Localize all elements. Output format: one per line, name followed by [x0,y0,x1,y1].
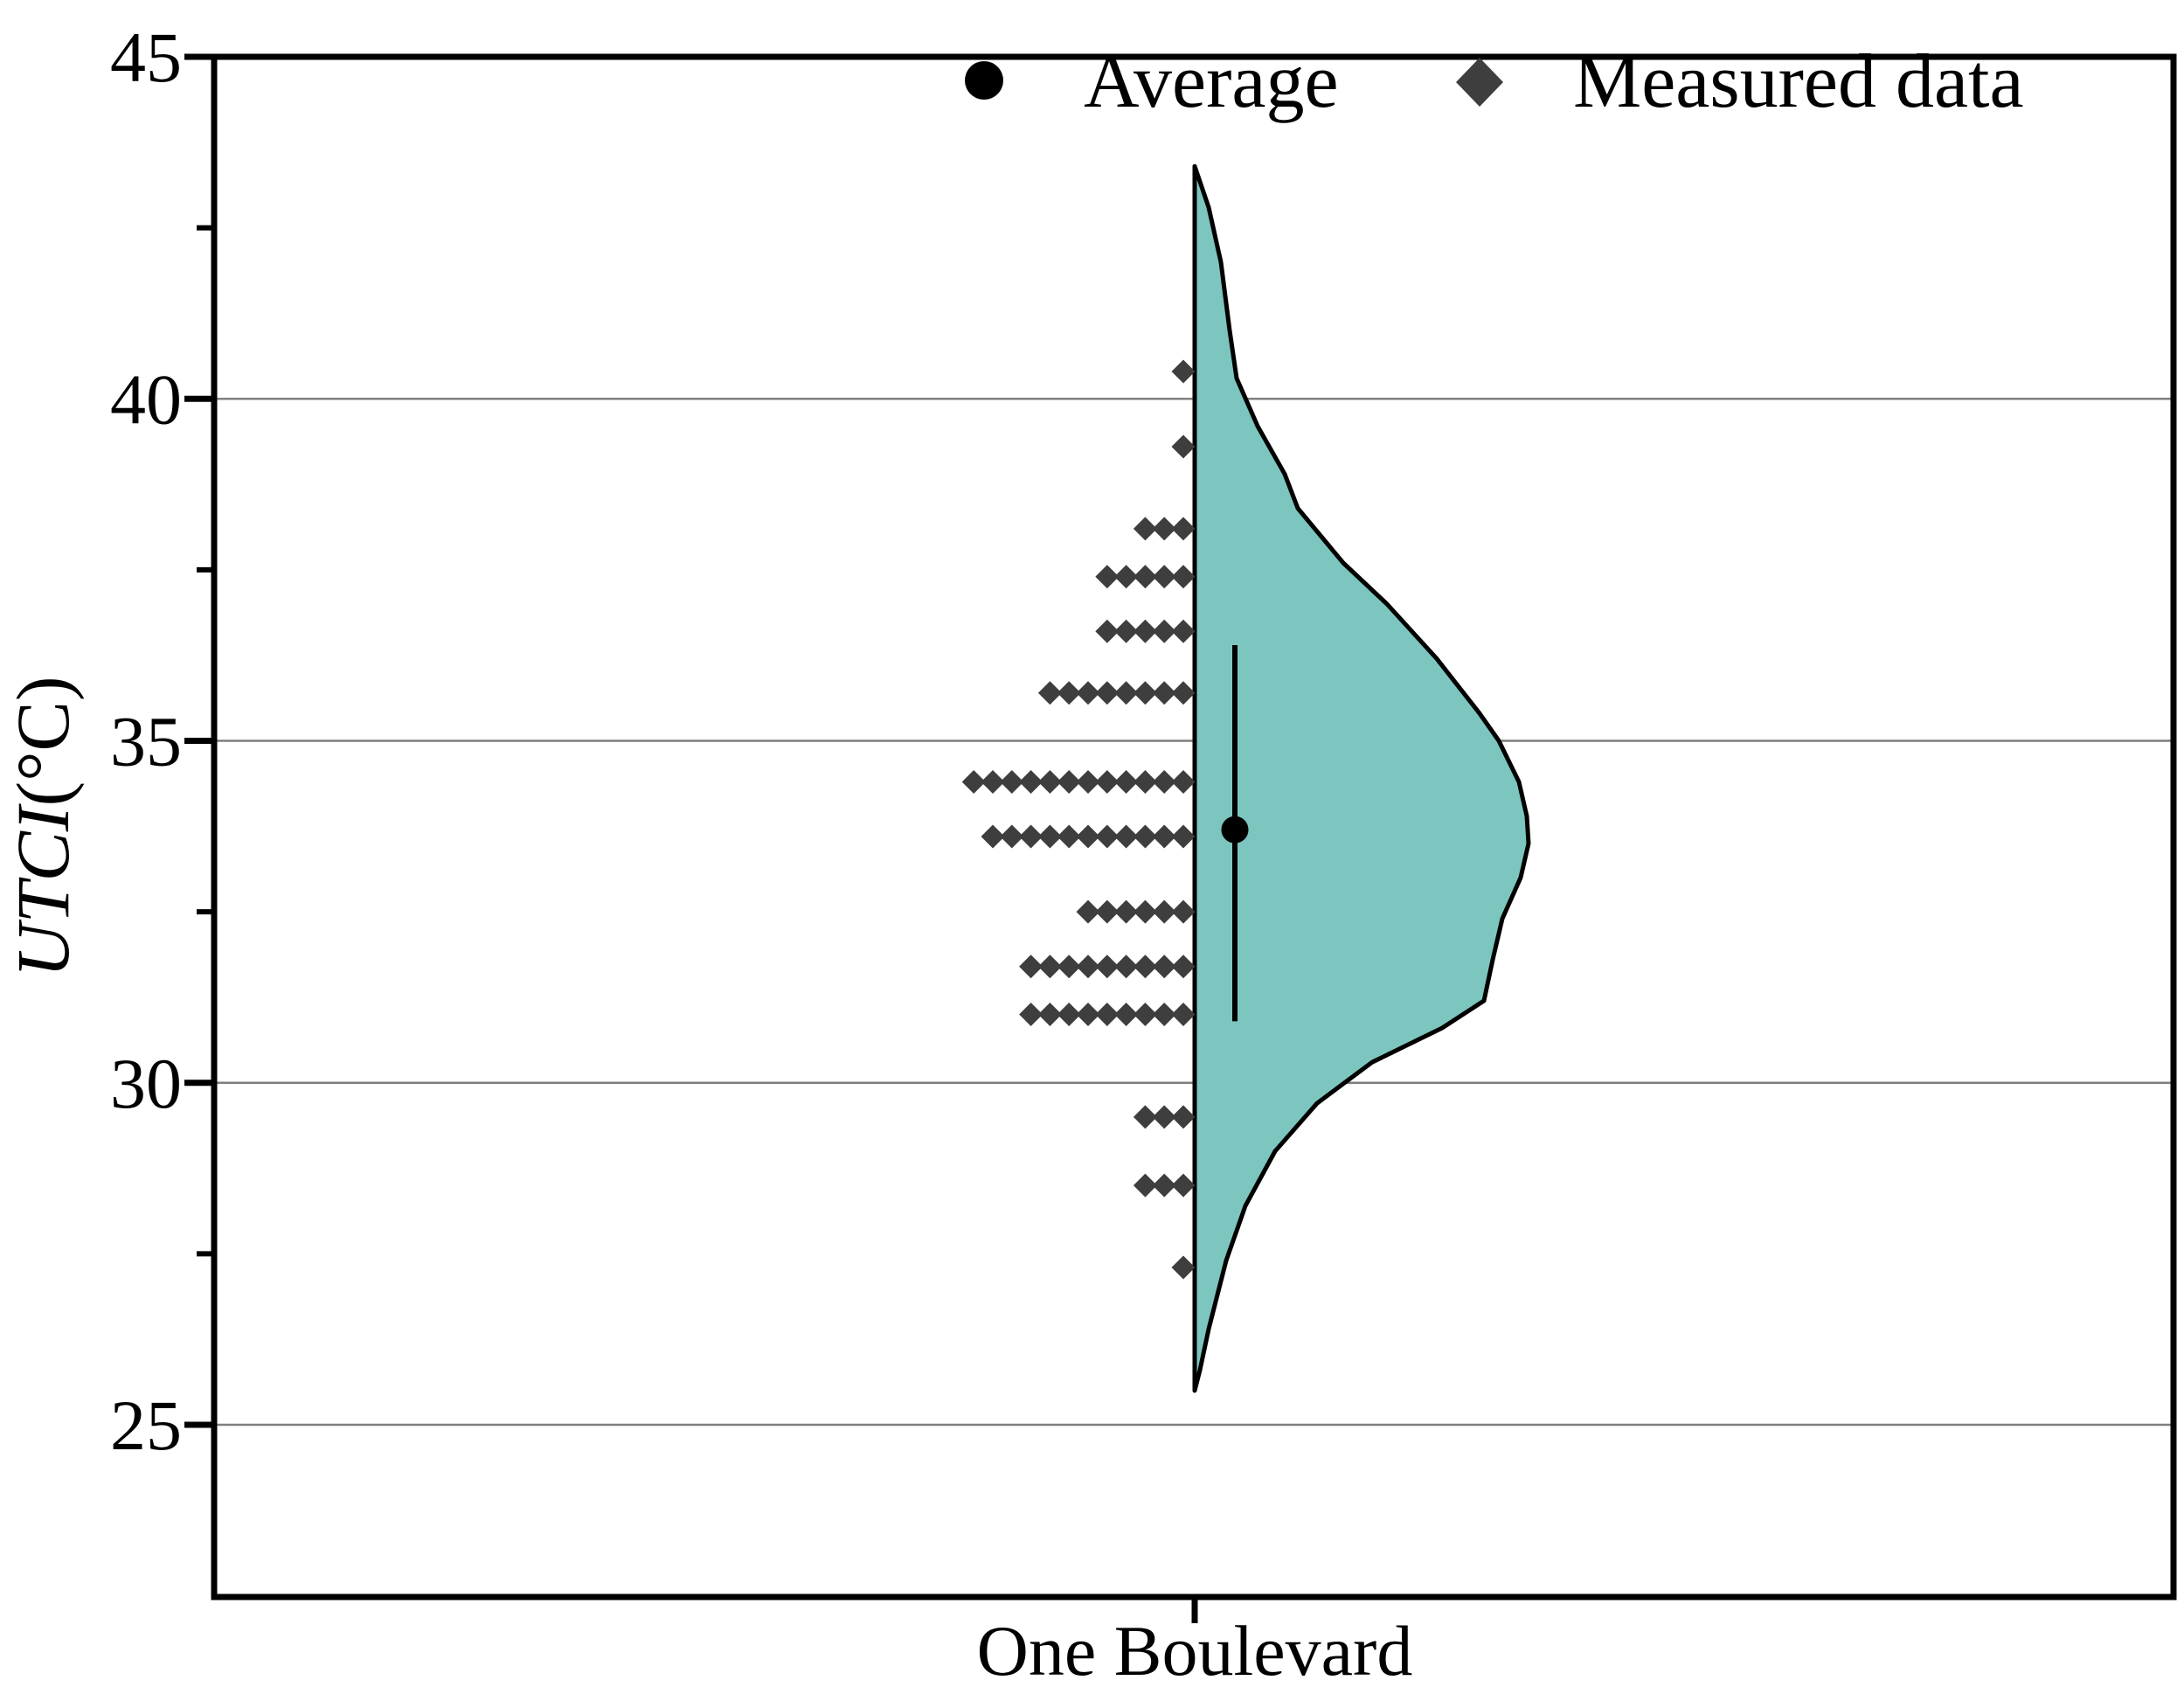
y-axis-tick-label: 45 [110,17,182,97]
diamond-marker [1076,681,1100,705]
diamond-marker [1171,434,1196,459]
diamond-marker [1133,824,1157,849]
diamond-marker [1095,681,1120,705]
diamond-marker [1171,955,1196,979]
diamond-marker [1133,1173,1157,1198]
diamond-marker [1057,955,1081,979]
diamond-marker [1095,899,1120,924]
legend-average-label: Average [1084,39,1339,124]
diamond-marker [1133,619,1157,643]
diamond-marker [1076,824,1100,849]
legend-average-circle-icon [965,61,1003,100]
diamond-marker [1037,770,1062,794]
diamond-marker [961,770,986,794]
diamond-marker [1152,955,1176,979]
diamond-marker [1095,619,1120,643]
diamond-marker [1133,565,1157,589]
diamond-marker [1019,770,1043,794]
x-category-label: One Boulevard [977,1611,1413,1691]
y-axis-title-units: (°C) [1,677,85,807]
diamond-marker [1133,517,1157,541]
diamond-marker [1133,770,1157,794]
diamond-marker [1152,770,1176,794]
diamond-marker [1057,770,1081,794]
diamond-marker [1095,770,1120,794]
diamond-marker [1037,681,1062,705]
diamond-marker [1037,955,1062,979]
diamond-marker [1133,681,1157,705]
diamond-marker [1152,681,1176,705]
diamond-marker [981,770,1005,794]
diamond-marker [1019,1003,1043,1026]
diamond-marker [1057,1003,1081,1026]
violin-half-density [1192,163,1531,1393]
diamond-marker [1057,824,1081,849]
diamond-marker [1171,1003,1196,1026]
diamond-marker [1057,681,1081,705]
diamond-marker [1037,824,1062,849]
diamond-marker [1114,955,1139,979]
diamond-marker [1171,619,1196,643]
diamond-marker [1019,955,1043,979]
diamond-marker [1152,1105,1176,1129]
diamond-marker [1095,565,1120,589]
diamond-marker [1171,1255,1196,1280]
legend-measured-label: Measured data [1573,39,2024,124]
diamond-marker [1114,824,1139,849]
diamond-marker [1171,359,1196,384]
diamond-marker [1152,619,1176,643]
diamond-marker [1000,770,1024,794]
diamond-marker [1076,955,1100,979]
diamond-marker [1152,899,1176,924]
legend-measured-diamond-icon [1456,58,1503,107]
diamond-marker [1152,1003,1176,1026]
diamond-marker [1114,770,1139,794]
y-axis-tick-label: 35 [110,702,182,781]
plot-area: 45 40 35 30 25 [110,17,2177,1623]
diamond-marker [1019,824,1043,849]
diamond-marker [1171,899,1196,924]
diamond-marker [1076,770,1100,794]
diamond-marker [1152,565,1176,589]
diamond-marker [1171,1105,1196,1129]
y-axis-tick-label: 30 [110,1044,182,1123]
y-axis-tick-label: 40 [110,359,182,439]
diamond-marker [1114,619,1139,643]
diamond-marker [1133,899,1157,924]
average-dot [1221,816,1249,844]
diamond-marker [1133,1105,1157,1129]
diamond-marker [981,824,1005,849]
diamond-marker [1114,1003,1139,1026]
diamond-marker [1095,824,1120,849]
y-axis-title: UTCI(°C) [1,677,85,978]
diamond-marker [1152,1173,1176,1198]
y-axis-tick-label: 25 [110,1385,182,1465]
diamond-marker [1114,565,1139,589]
diamond-marker [1152,517,1176,541]
diamond-marker [1133,955,1157,979]
diamond-marker [1171,681,1196,705]
diamond-marker [1171,565,1196,589]
diamond-marker [1114,899,1139,924]
legend: Average Measured data [965,39,2024,124]
diamond-marker [1171,770,1196,794]
diamond-marker [1171,824,1196,849]
diamond-marker [1133,1003,1157,1026]
diamond-marker [1095,955,1120,979]
diamond-marker [1037,1003,1062,1026]
diamond-marker [1171,1173,1196,1198]
diamond-marker [1114,681,1139,705]
diamond-marker [1152,824,1176,849]
y-axis-title-italic: UTCI [1,803,85,977]
diamond-marker [1076,899,1100,924]
diamond-marker [1171,517,1196,541]
diamond-marker [1000,824,1024,849]
diamond-marker [1076,1003,1100,1026]
diamond-marker [1095,1003,1120,1026]
